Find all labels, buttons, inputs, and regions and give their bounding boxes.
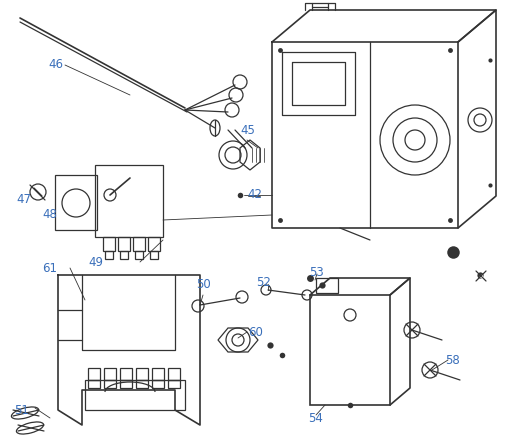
Bar [168, 368, 180, 380]
Bar [55, 175, 97, 230]
Bar [133, 237, 145, 251]
Bar [95, 165, 163, 237]
Text: 54: 54 [308, 412, 323, 424]
Text: 58: 58 [445, 353, 460, 366]
Bar [168, 380, 180, 388]
Text: 51: 51 [14, 404, 29, 416]
Bar [120, 251, 128, 259]
Text: 42: 42 [247, 189, 262, 202]
Text: 53: 53 [309, 266, 324, 278]
Bar [152, 380, 164, 388]
Bar [118, 237, 130, 251]
Bar [152, 368, 164, 380]
Text: 60: 60 [248, 325, 263, 338]
Bar [136, 380, 148, 388]
Bar [104, 380, 116, 388]
Text: 47: 47 [16, 194, 31, 206]
Bar [316, 278, 338, 293]
Bar [88, 380, 100, 388]
Text: 61: 61 [42, 262, 57, 274]
Bar [136, 368, 148, 380]
Bar [310, 295, 390, 405]
Bar [105, 251, 113, 259]
Text: 52: 52 [256, 277, 271, 289]
Bar [148, 237, 160, 251]
Bar [88, 368, 100, 380]
Bar [150, 251, 158, 259]
Text: 46: 46 [48, 59, 63, 71]
Text: 45: 45 [240, 123, 255, 136]
Text: 48: 48 [42, 209, 57, 222]
Bar [103, 237, 115, 251]
Bar [120, 380, 132, 388]
Bar [104, 368, 116, 380]
Bar [85, 380, 185, 410]
Bar [135, 251, 143, 259]
Bar [120, 368, 132, 380]
Text: 50: 50 [196, 278, 211, 292]
Text: 49: 49 [88, 255, 103, 269]
